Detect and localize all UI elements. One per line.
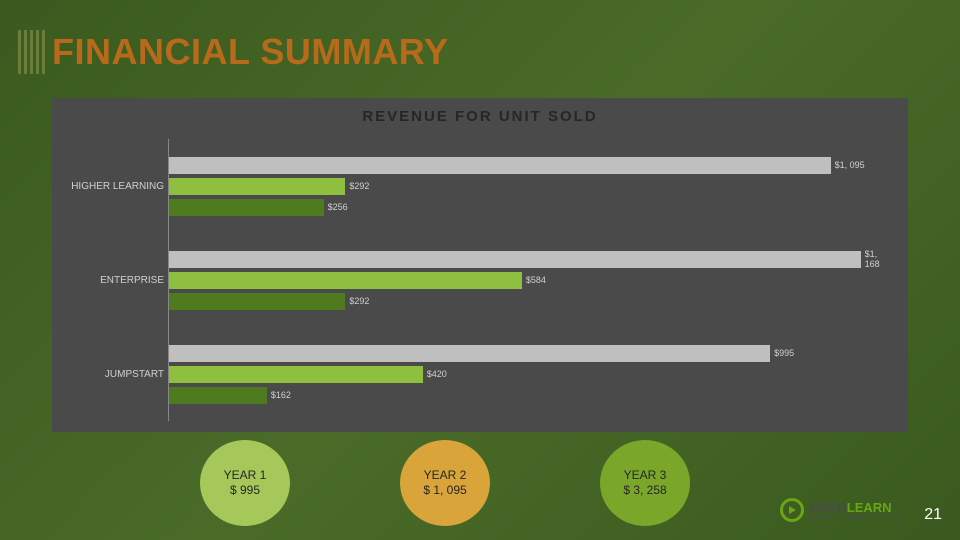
- bar: [169, 366, 423, 383]
- bar-row: $420: [169, 366, 894, 383]
- bar-value-label: $162: [271, 390, 291, 400]
- year-label: YEAR 2: [424, 468, 467, 483]
- chart-title: REVENUE FOR UNIT SOLD: [66, 108, 894, 125]
- category-label: ENTERPRISE: [66, 235, 168, 325]
- logo-learn: LEARN: [847, 500, 892, 515]
- year-label: YEAR 1: [224, 468, 267, 483]
- bar: [169, 345, 770, 362]
- year-label: YEAR 3: [624, 468, 667, 483]
- year-circle: YEAR 3 $ 3, 258: [600, 440, 690, 526]
- bar-value-label: $584: [526, 275, 546, 285]
- revenue-chart: REVENUE FOR UNIT SOLD HIGHER LEARNING EN…: [52, 98, 908, 432]
- year-circle: YEAR 1 $ 995: [200, 440, 290, 526]
- bar-value-label: $420: [427, 369, 447, 379]
- category-label: HIGHER LEARNING: [66, 141, 168, 231]
- logo-tagline: LEARN ANYWHERE, ANYTIME: [810, 515, 900, 521]
- bar-group: $995 $420 $162: [169, 341, 894, 408]
- openlearn-logo: OPENLEARN LEARN ANYWHERE, ANYTIME: [780, 498, 900, 522]
- bar-row: $256: [169, 199, 894, 216]
- bar-row: $995: [169, 345, 894, 362]
- y-axis-labels: HIGHER LEARNING ENTERPRISE JUMPSTART: [66, 139, 168, 421]
- bar: [169, 178, 345, 195]
- bar: [169, 387, 267, 404]
- title-decor-stripes: [18, 30, 46, 74]
- bar-row: $1, 095: [169, 157, 894, 174]
- bar-group: $1, 095 $292 $256: [169, 153, 894, 220]
- title-text: FINANCIAL SUMMARY: [52, 31, 448, 73]
- bar: [169, 157, 831, 174]
- year-circle: YEAR 2 $ 1, 095: [400, 440, 490, 526]
- bar-row: $162: [169, 387, 894, 404]
- bar: [169, 251, 861, 268]
- bar-value-label: $995: [774, 348, 794, 358]
- year-value: $ 1, 095: [423, 483, 466, 498]
- bar-value-label: $1, 095: [835, 160, 865, 170]
- bar-row: $1, 168: [169, 251, 894, 268]
- year-value: $ 3, 258: [623, 483, 666, 498]
- bar-value-label: $256: [328, 202, 348, 212]
- chart-body: HIGHER LEARNING ENTERPRISE JUMPSTART $1,…: [66, 139, 894, 421]
- bar-row: $292: [169, 293, 894, 310]
- category-label: JUMPSTART: [66, 329, 168, 419]
- bar-value-label: $1, 168: [865, 249, 894, 269]
- year-summary-circles: YEAR 1 $ 995 YEAR 2 $ 1, 095 YEAR 3 $ 3,…: [200, 440, 690, 526]
- bars-area: $1, 095 $292 $256 $1, 168 $584 $292 $995 $420 $1…: [168, 139, 894, 421]
- bar: [169, 272, 522, 289]
- bar-row: $584: [169, 272, 894, 289]
- bar-value-label: $292: [349, 181, 369, 191]
- play-icon: [780, 498, 804, 522]
- year-value: $ 995: [230, 483, 260, 498]
- bar: [169, 293, 345, 310]
- logo-text: OPENLEARN LEARN ANYWHERE, ANYTIME: [810, 500, 900, 521]
- bar-row: $292: [169, 178, 894, 195]
- bar-value-label: $292: [349, 296, 369, 306]
- slide-title: FINANCIAL SUMMARY: [18, 30, 448, 74]
- page-number: 21: [924, 506, 942, 524]
- bar-group: $1, 168 $584 $292: [169, 247, 894, 314]
- logo-open: OPEN: [810, 500, 847, 515]
- bar: [169, 199, 324, 216]
